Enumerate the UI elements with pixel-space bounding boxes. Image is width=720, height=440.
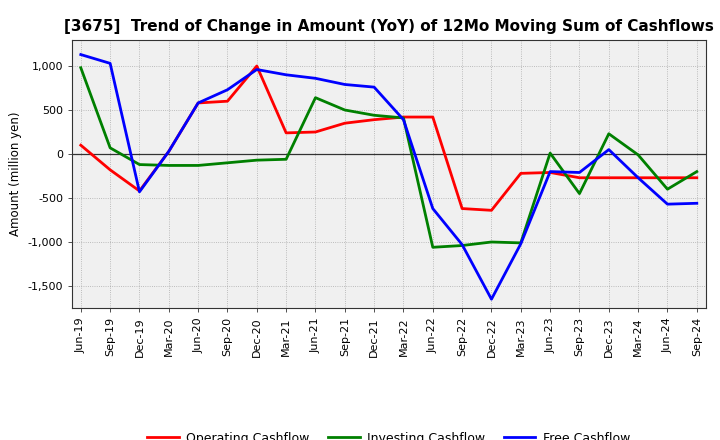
Free Cashflow (693, 201, 701, 206)
Operating Cashflow (605, 175, 613, 180)
Free Cashflow (135, 189, 144, 194)
Line: Operating Cashflow: Operating Cashflow (81, 66, 697, 210)
Operating Cashflow (164, 149, 173, 154)
Operating Cashflow (106, 167, 114, 172)
Operating Cashflow (487, 208, 496, 213)
Investing Cashflow (253, 158, 261, 163)
Free Cashflow (634, 175, 642, 180)
Operating Cashflow (253, 63, 261, 69)
Investing Cashflow (458, 243, 467, 248)
Investing Cashflow (135, 162, 144, 167)
Free Cashflow (487, 297, 496, 302)
Free Cashflow (605, 147, 613, 152)
Operating Cashflow (634, 175, 642, 180)
Operating Cashflow (516, 171, 525, 176)
Free Cashflow (370, 84, 379, 90)
Investing Cashflow (428, 245, 437, 250)
Operating Cashflow (575, 175, 584, 180)
Free Cashflow (194, 100, 202, 106)
Investing Cashflow (341, 107, 349, 113)
Free Cashflow (76, 52, 85, 57)
Investing Cashflow (663, 187, 672, 192)
Investing Cashflow (194, 163, 202, 168)
Operating Cashflow (546, 170, 554, 175)
Operating Cashflow (311, 129, 320, 135)
Free Cashflow (223, 87, 232, 92)
Operating Cashflow (194, 100, 202, 106)
Free Cashflow (164, 149, 173, 154)
Operating Cashflow (370, 117, 379, 122)
Operating Cashflow (135, 188, 144, 194)
Free Cashflow (282, 72, 290, 77)
Operating Cashflow (76, 143, 85, 148)
Operating Cashflow (341, 121, 349, 126)
Investing Cashflow (399, 115, 408, 121)
Free Cashflow (516, 241, 525, 246)
Free Cashflow (253, 67, 261, 72)
Free Cashflow (458, 242, 467, 247)
Investing Cashflow (164, 163, 173, 168)
Investing Cashflow (605, 131, 613, 136)
Line: Investing Cashflow: Investing Cashflow (81, 68, 697, 247)
Operating Cashflow (399, 114, 408, 120)
Y-axis label: Amount (million yen): Amount (million yen) (9, 112, 22, 236)
Free Cashflow (399, 117, 408, 122)
Investing Cashflow (487, 239, 496, 245)
Operating Cashflow (428, 114, 437, 120)
Investing Cashflow (223, 160, 232, 165)
Investing Cashflow (693, 169, 701, 174)
Operating Cashflow (663, 175, 672, 180)
Free Cashflow (663, 202, 672, 207)
Investing Cashflow (634, 152, 642, 158)
Line: Free Cashflow: Free Cashflow (81, 55, 697, 299)
Operating Cashflow (458, 206, 467, 211)
Investing Cashflow (546, 150, 554, 156)
Free Cashflow (341, 82, 349, 87)
Free Cashflow (546, 169, 554, 174)
Investing Cashflow (516, 240, 525, 246)
Free Cashflow (428, 206, 437, 211)
Title: [3675]  Trend of Change in Amount (YoY) of 12Mo Moving Sum of Cashflows: [3675] Trend of Change in Amount (YoY) o… (64, 19, 714, 34)
Investing Cashflow (370, 113, 379, 118)
Operating Cashflow (223, 99, 232, 104)
Investing Cashflow (311, 95, 320, 100)
Free Cashflow (311, 76, 320, 81)
Free Cashflow (575, 170, 584, 175)
Operating Cashflow (693, 175, 701, 180)
Investing Cashflow (575, 191, 584, 196)
Investing Cashflow (76, 65, 85, 70)
Legend: Operating Cashflow, Investing Cashflow, Free Cashflow: Operating Cashflow, Investing Cashflow, … (143, 427, 635, 440)
Investing Cashflow (106, 145, 114, 150)
Operating Cashflow (282, 130, 290, 136)
Investing Cashflow (282, 157, 290, 162)
Free Cashflow (106, 61, 114, 66)
